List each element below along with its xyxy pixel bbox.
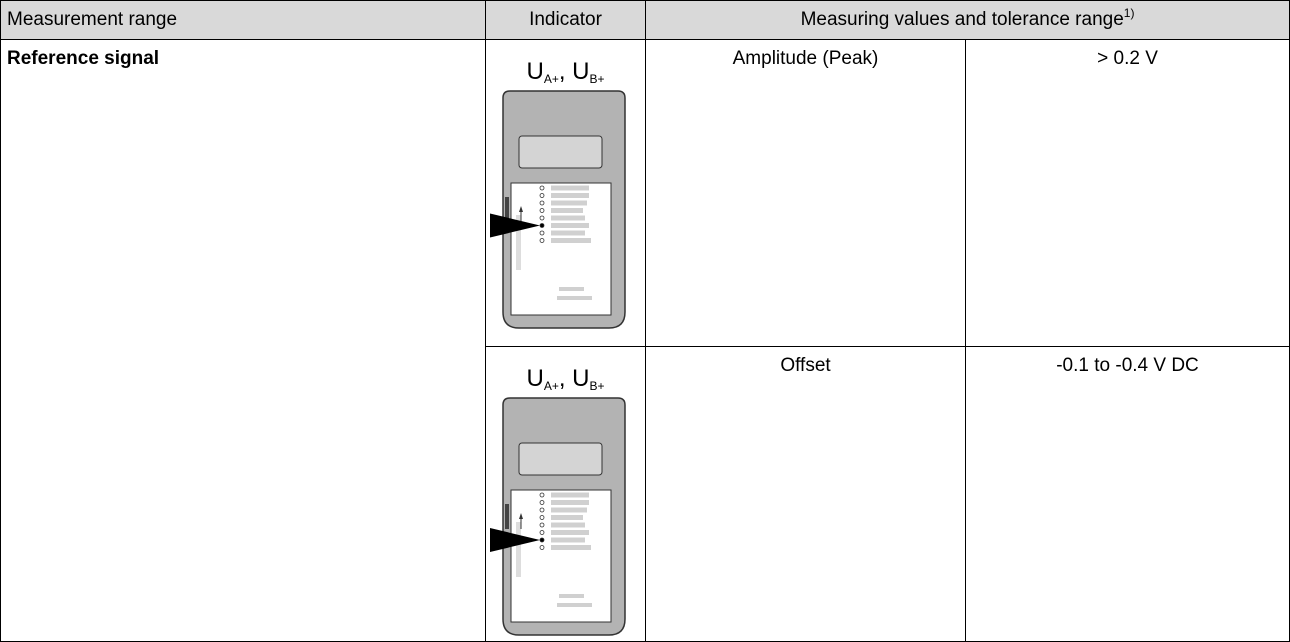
symbol: U [572,365,590,392]
header-cell: Measuring values and tolerance range1) [644,0,1290,40]
footnote-mark: 1) [1123,6,1135,20]
quantity-cell: Amplitude (Peak) [645,39,966,347]
symbol: U [572,58,590,85]
value-cell: > 0.2 V [964,39,1290,347]
subscript: B+ [589,379,605,393]
indicator-label: UA+, UB+ [486,58,645,86]
indicator-label: UA+, UB+ [486,365,645,393]
subscript: A+ [543,379,559,393]
value-cell: -0.1 to -0.4 V DC [964,346,1290,642]
range-cell: Reference signal [0,39,486,642]
indicator-cell: UA+, UB+ [485,346,646,642]
symbol: U [526,365,544,392]
separator: , [558,365,573,392]
row: Reference signal UA+, UB+ Amplitude (Pea… [0,39,1290,642]
subscript: B+ [589,72,605,86]
header-cell: Indicator [485,0,646,40]
separator: , [558,58,573,85]
row: UA+, UB+ Offset -0.1 to -0.4 V DC [1,346,1290,642]
header-text: Measuring values and tolerance range [800,9,1124,30]
device-illustration [490,90,626,329]
subscript: A+ [543,72,559,86]
header-row: Measurement range Indicator Measuring va… [0,0,1290,40]
quantity-cell: Offset [645,346,966,642]
indicator-cell: UA+, UB+ [485,39,646,347]
device-illustration [490,397,626,636]
symbol: U [526,58,544,85]
header-cell: Measurement range [0,0,486,40]
